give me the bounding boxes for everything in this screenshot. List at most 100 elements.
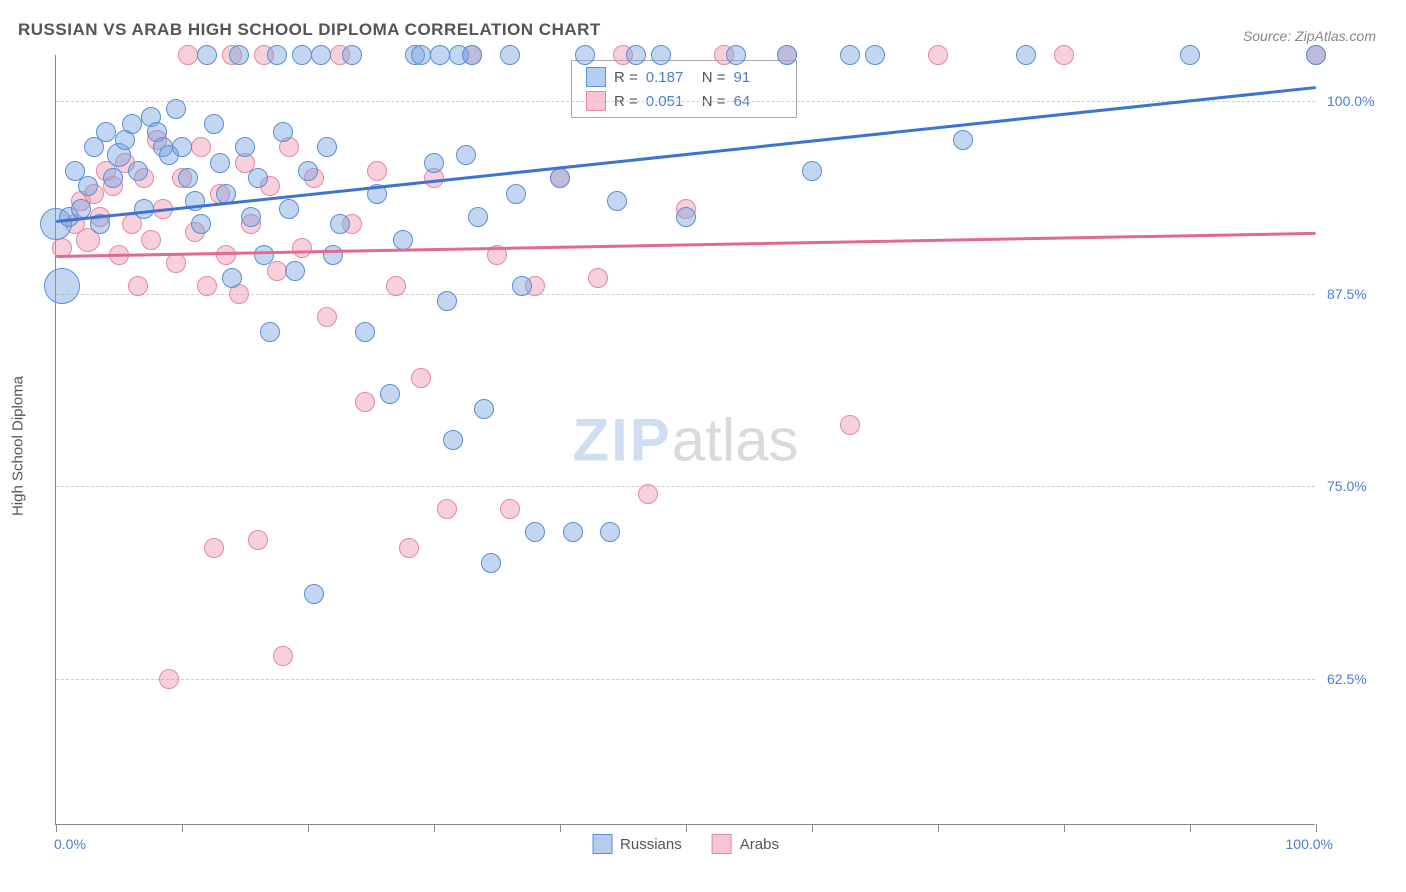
legend-item: Russians bbox=[592, 834, 682, 854]
russians-point bbox=[777, 45, 797, 65]
stat-r-label: R = bbox=[614, 69, 638, 86]
russians-point bbox=[298, 161, 318, 181]
x-tick bbox=[812, 824, 813, 832]
x-tick bbox=[1064, 824, 1065, 832]
russians-point bbox=[235, 137, 255, 157]
source-label: Source: ZipAtlas.com bbox=[1243, 28, 1376, 44]
russians-point bbox=[393, 230, 413, 250]
y-axis-label: High School Diploma bbox=[10, 376, 27, 516]
russians-point bbox=[267, 45, 287, 65]
russians-point bbox=[311, 45, 331, 65]
gridline bbox=[56, 679, 1315, 680]
russians-point bbox=[474, 399, 494, 419]
y-tick-label: 62.5% bbox=[1327, 671, 1387, 687]
arabs-point bbox=[141, 230, 161, 250]
russians-point bbox=[626, 45, 646, 65]
russians-point bbox=[1306, 45, 1326, 65]
chart-title: RUSSIAN VS ARAB HIGH SCHOOL DIPLOMA CORR… bbox=[18, 20, 601, 40]
russians-point bbox=[304, 584, 324, 604]
stat-r-value: 0.187 bbox=[646, 69, 694, 86]
russians-point bbox=[241, 207, 261, 227]
stat-n-value: 91 bbox=[734, 69, 782, 86]
russians-point bbox=[342, 45, 362, 65]
x-tick bbox=[182, 824, 183, 832]
russians-point bbox=[443, 430, 463, 450]
x-tick bbox=[686, 824, 687, 832]
russians-point bbox=[575, 45, 595, 65]
arabs-point bbox=[399, 538, 419, 558]
russians-point bbox=[197, 45, 217, 65]
russians-point bbox=[651, 45, 671, 65]
stats-row: R = 0.187 N = 91 bbox=[572, 65, 796, 89]
russians-point bbox=[607, 191, 627, 211]
russians-point bbox=[1180, 45, 1200, 65]
arabs-point bbox=[267, 261, 287, 281]
y-tick-label: 75.0% bbox=[1327, 478, 1387, 494]
legend-label: Arabs bbox=[740, 836, 779, 853]
russians-point bbox=[178, 168, 198, 188]
russians-point bbox=[865, 45, 885, 65]
russians-point bbox=[273, 122, 293, 142]
arabs-point bbox=[1054, 45, 1074, 65]
arabs-point bbox=[292, 238, 312, 258]
russians-point bbox=[462, 45, 482, 65]
watermark: ZIPatlas bbox=[572, 405, 798, 474]
russians-point bbox=[1016, 45, 1036, 65]
russians-point bbox=[279, 199, 299, 219]
plot-area: ZIPatlas R =0.187N =91R =0.051N =64 Russ… bbox=[55, 55, 1315, 825]
russians-point bbox=[330, 214, 350, 234]
arabs-point bbox=[128, 276, 148, 296]
x-tick bbox=[434, 824, 435, 832]
legend-swatch bbox=[592, 834, 612, 854]
russians-point bbox=[468, 207, 488, 227]
russians-point bbox=[550, 168, 570, 188]
x-tick bbox=[1316, 824, 1317, 832]
y-tick-label: 100.0% bbox=[1327, 93, 1387, 109]
russians-point bbox=[840, 45, 860, 65]
bottom-legend: Russians Arabs bbox=[592, 834, 779, 854]
x-axis-min-label: 0.0% bbox=[54, 836, 86, 852]
legend-label: Russians bbox=[620, 836, 682, 853]
arabs-point bbox=[191, 137, 211, 157]
russians-point bbox=[456, 145, 476, 165]
russians-point bbox=[676, 207, 696, 227]
gridline bbox=[56, 101, 1315, 102]
x-tick bbox=[560, 824, 561, 832]
arabs-point bbox=[197, 276, 217, 296]
russians-point bbox=[204, 114, 224, 134]
russians-point bbox=[563, 522, 583, 542]
russians-point bbox=[248, 168, 268, 188]
arabs-point bbox=[248, 530, 268, 550]
arabs-point bbox=[840, 415, 860, 435]
x-axis-max-label: 100.0% bbox=[1286, 836, 1333, 852]
russians-point bbox=[411, 45, 431, 65]
russians-point bbox=[506, 184, 526, 204]
arabs-point bbox=[437, 499, 457, 519]
russians-point bbox=[128, 161, 148, 181]
russians-point bbox=[292, 45, 312, 65]
arabs-point bbox=[411, 368, 431, 388]
russians-point bbox=[323, 245, 343, 265]
russians-point bbox=[229, 45, 249, 65]
stat-n-label: N = bbox=[702, 69, 726, 86]
russians-point bbox=[166, 99, 186, 119]
russians-point bbox=[210, 153, 230, 173]
arabs-point bbox=[367, 161, 387, 181]
russians-point bbox=[285, 261, 305, 281]
arabs-point bbox=[159, 669, 179, 689]
russians-point bbox=[424, 153, 444, 173]
legend-swatch bbox=[712, 834, 732, 854]
x-tick bbox=[1190, 824, 1191, 832]
russians-point bbox=[380, 384, 400, 404]
russians-point bbox=[78, 176, 98, 196]
russians-point bbox=[802, 161, 822, 181]
russians-point bbox=[172, 137, 192, 157]
arabs-point bbox=[204, 538, 224, 558]
russians-point bbox=[726, 45, 746, 65]
russians-point bbox=[953, 130, 973, 150]
arabs-point bbox=[386, 276, 406, 296]
arabs-point bbox=[500, 499, 520, 519]
russians-point bbox=[260, 322, 280, 342]
russians-point bbox=[355, 322, 375, 342]
arabs-point bbox=[178, 45, 198, 65]
